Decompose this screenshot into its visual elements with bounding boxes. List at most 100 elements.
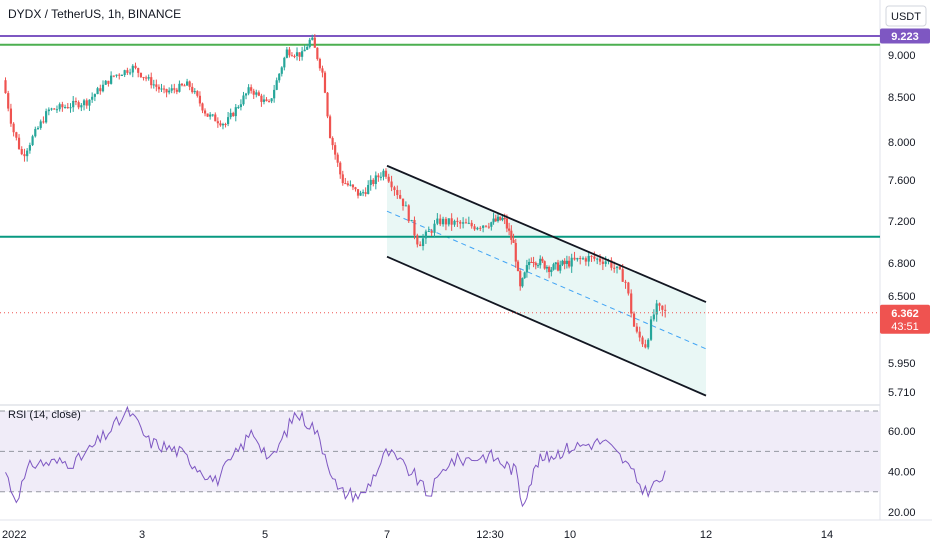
price-axis[interactable]: 9.000 8.500 8.000 7.600 7.200 6.800 6.500 5.950… — [888, 50, 916, 399]
price-tick-label: 5.950 — [888, 358, 916, 370]
currency-button-box[interactable] — [885, 5, 927, 27]
candle-body — [262, 99, 266, 102]
candle-body — [61, 104, 64, 108]
candle-body — [364, 192, 367, 194]
candle-body — [644, 344, 647, 348]
time-tick-label: 3 — [139, 529, 145, 541]
price-tick-label: 6.500 — [888, 291, 916, 303]
candle-body — [303, 49, 306, 52]
candle-body — [563, 260, 566, 264]
candle-body — [550, 269, 553, 273]
candle-body — [387, 176, 390, 182]
candle-body — [610, 260, 613, 268]
candle-body — [369, 179, 372, 185]
candle-body — [638, 331, 641, 338]
candle-body — [147, 77, 150, 79]
candle-body — [142, 77, 145, 79]
candle-body — [536, 265, 540, 267]
candle-body — [367, 184, 370, 194]
candle-body — [85, 100, 88, 106]
candle-body — [464, 222, 468, 224]
candle-body — [565, 260, 568, 264]
candle-body — [80, 105, 83, 108]
candle-body — [15, 132, 18, 138]
candle-body — [596, 258, 599, 260]
candle-body — [545, 266, 548, 269]
candle-body — [273, 89, 276, 99]
candle-body — [214, 114, 217, 122]
candle-body — [523, 272, 526, 279]
channel-lower-line[interactable] — [386, 255, 707, 397]
candle-body — [593, 256, 596, 259]
candle-body — [183, 85, 186, 87]
candle-body — [331, 138, 334, 146]
candle-body — [419, 244, 422, 247]
candle-body — [306, 46, 309, 50]
candle-body — [295, 52, 299, 57]
rsi-tick-label: 20.00 — [888, 507, 916, 519]
rsi-axis[interactable]: 60.00 40.00 20.00 — [888, 426, 916, 519]
candle-body — [313, 37, 316, 48]
candle-body — [624, 281, 627, 283]
candle-body — [627, 282, 630, 294]
candle-body — [521, 278, 524, 287]
candle-body — [496, 216, 500, 222]
candle-body — [12, 123, 15, 133]
candle-body — [63, 107, 67, 109]
candle-body — [661, 305, 664, 310]
candle-body — [316, 47, 319, 60]
time-tick-label: 7 — [384, 529, 390, 541]
candle-body — [150, 77, 153, 86]
candle-body — [525, 265, 528, 273]
candle-body — [613, 267, 616, 269]
candle-body — [354, 187, 357, 190]
candle-body — [413, 219, 416, 236]
candle-body — [341, 174, 344, 184]
candle-body — [377, 175, 380, 178]
candle-body — [581, 258, 585, 260]
candle-body — [26, 150, 29, 157]
candle-body — [91, 96, 94, 100]
last-price-badge: 6.362 43:51 — [880, 304, 930, 334]
candle-body — [326, 92, 329, 117]
candle-body — [349, 184, 352, 186]
candle-body — [4, 80, 7, 94]
candle-body — [69, 107, 72, 109]
candle-body — [410, 219, 413, 222]
currency-button[interactable]: USDT — [885, 5, 927, 27]
candle-body — [615, 266, 619, 268]
channel-upper-line[interactable] — [386, 164, 707, 303]
candle-body — [180, 83, 184, 86]
candle-body — [186, 81, 189, 86]
candle-body — [247, 87, 250, 94]
candle-body — [178, 83, 181, 92]
candle-body — [311, 37, 314, 40]
time-tick-label: 2022 — [2, 529, 26, 541]
candle-body — [96, 88, 99, 95]
candle-body — [501, 218, 504, 221]
candle-body — [131, 65, 134, 73]
candle-body — [441, 218, 445, 225]
resistance-price-badge: 9.223 — [880, 28, 930, 44]
rsi-title: RSI (14, close) — [8, 409, 81, 421]
candle-body — [534, 262, 537, 266]
chart-title: DYDX / TetherUS, 1h, BINANCE — [8, 7, 181, 21]
candle-body — [561, 260, 564, 265]
candle-body — [548, 266, 551, 273]
candle-body — [104, 80, 107, 85]
candle-body — [239, 104, 243, 108]
candle-body — [99, 88, 102, 92]
candle-body — [20, 149, 23, 155]
last-price-badge-box — [880, 304, 930, 334]
candle-body — [42, 121, 45, 123]
candle-body — [275, 80, 278, 90]
candle-body — [285, 49, 288, 58]
candle-body — [39, 121, 42, 128]
price-tick-label: 9.000 — [888, 50, 916, 62]
candle-body — [45, 111, 48, 123]
candle-body — [250, 87, 253, 91]
candle-body — [552, 264, 555, 270]
candle-body — [168, 90, 171, 93]
time-axis[interactable]: 2022 3 5 7 12:30 10 12 14 — [2, 529, 833, 541]
currency-button-label[interactable]: USDT — [891, 11, 921, 23]
